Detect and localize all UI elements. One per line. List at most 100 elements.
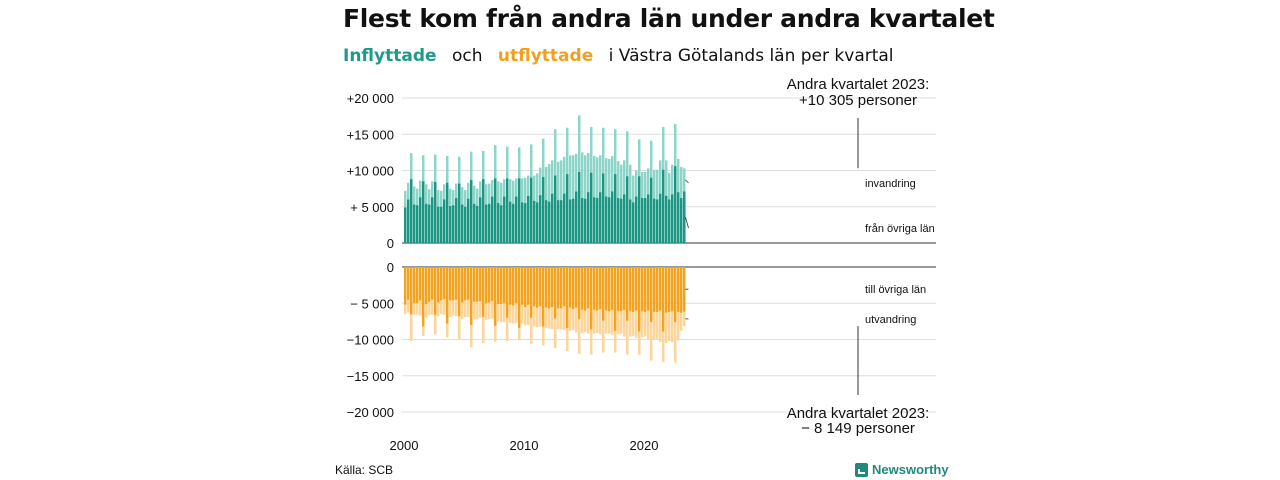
chart-title: Flest kom från andra län under andra kva… [343, 4, 995, 33]
bar-till-ovriga-lan [488, 267, 491, 303]
bar-fran-ovriga-lan [482, 179, 485, 243]
bar-till-ovriga-lan [506, 267, 509, 318]
bar-till-ovriga-lan [443, 267, 446, 299]
brand-logo: Newsworthy [855, 462, 949, 477]
bar-invandring [569, 155, 572, 243]
bar-fran-ovriga-lan [479, 197, 482, 243]
bar-fran-ovriga-lan [545, 200, 548, 243]
x-tick-label: 2010 [510, 438, 539, 453]
source-note: Källa: SCB [335, 463, 394, 477]
bar-till-ovriga-lan [608, 267, 611, 312]
bar-fran-ovriga-lan [542, 177, 545, 243]
bar-till-ovriga-lan [683, 267, 686, 312]
bar-till-ovriga-lan [413, 267, 416, 304]
chart-icon [855, 462, 868, 477]
bar-fran-ovriga-lan [572, 198, 575, 243]
bar-fran-ovriga-lan [665, 195, 668, 243]
bar-fran-ovriga-lan [521, 202, 524, 243]
bar-fran-ovriga-lan [410, 179, 413, 243]
bar-fran-ovriga-lan [506, 178, 509, 243]
bar-fran-ovriga-lan [497, 203, 500, 243]
bar-fran-ovriga-lan [533, 200, 536, 243]
series-label-utvandring: utvandring [865, 314, 916, 326]
x-tick-label: 2020 [630, 438, 659, 453]
bar-fran-ovriga-lan [557, 200, 560, 243]
bar-fran-ovriga-lan [563, 193, 566, 243]
bar-fran-ovriga-lan [608, 197, 611, 243]
bar-fran-ovriga-lan [605, 196, 608, 243]
bar-till-ovriga-lan [437, 267, 440, 303]
bar-till-ovriga-lan [560, 267, 563, 309]
bar-till-ovriga-lan [545, 267, 548, 308]
bar-till-ovriga-lan [674, 267, 677, 323]
y-tick-label: −10 000 [347, 333, 394, 348]
bar-till-ovriga-lan [548, 267, 551, 309]
bar-till-ovriga-lan [515, 267, 518, 304]
bar-fran-ovriga-lan [623, 194, 626, 243]
bar-till-ovriga-lan [650, 267, 653, 323]
bar-till-ovriga-lan [602, 267, 605, 321]
bar-till-ovriga-lan [605, 267, 608, 311]
bar-till-ovriga-lan [581, 267, 584, 310]
bar-fran-ovriga-lan [596, 198, 599, 243]
bar-till-ovriga-lan [551, 267, 554, 307]
bar-till-ovriga-lan [407, 267, 410, 300]
bar-fran-ovriga-lan [416, 205, 419, 243]
bar-fran-ovriga-lan [680, 198, 683, 243]
bar-till-ovriga-lan [671, 267, 674, 312]
bar-till-ovriga-lan [638, 267, 641, 332]
bar-till-ovriga-lan [659, 267, 662, 311]
bar-till-ovriga-lan [476, 267, 479, 302]
bar-fran-ovriga-lan [530, 177, 533, 243]
bar-till-ovriga-lan [611, 267, 614, 310]
bar-till-ovriga-lan [461, 267, 464, 303]
bar-fran-ovriga-lan [650, 177, 653, 243]
bar-fran-ovriga-lan [443, 199, 446, 243]
bar-till-ovriga-lan [482, 267, 485, 318]
subtitle-rest: i Västra Götalands län per kvartal [608, 46, 894, 66]
bar-fran-ovriga-lan [515, 196, 518, 243]
bar-till-ovriga-lan [458, 267, 461, 317]
bar-invandring [581, 152, 584, 243]
bar-till-ovriga-lan [644, 267, 647, 312]
bar-till-ovriga-lan [614, 267, 617, 331]
bar-fran-ovriga-lan [503, 196, 506, 243]
bar-fran-ovriga-lan [683, 191, 686, 243]
series-label-fran-ovriga-lan-leader [685, 217, 689, 229]
bar-till-ovriga-lan [677, 267, 680, 312]
bar-till-ovriga-lan [635, 267, 638, 311]
series-label-invandring: invandring [865, 178, 916, 190]
bar-fran-ovriga-lan [437, 206, 440, 243]
bar-fran-ovriga-lan [419, 197, 422, 243]
bar-till-ovriga-lan [620, 267, 623, 312]
y-tick-label: 0 [387, 260, 394, 275]
bar-fran-ovriga-lan [641, 198, 644, 243]
bar-fran-ovriga-lan [539, 195, 542, 243]
bar-fran-ovriga-lan [611, 191, 614, 243]
series-label-invandring-leader [685, 179, 689, 184]
bar-till-ovriga-lan [467, 267, 470, 300]
bar-till-ovriga-lan [584, 267, 587, 311]
bar-fran-ovriga-lan [440, 206, 443, 243]
bar-fran-ovriga-lan [668, 199, 671, 243]
bar-fran-ovriga-lan [449, 206, 452, 243]
bar-fran-ovriga-lan [509, 201, 512, 243]
bar-till-ovriga-lan [656, 267, 659, 312]
bar-till-ovriga-lan [428, 267, 431, 302]
bar-till-ovriga-lan [593, 267, 596, 310]
bar-fran-ovriga-lan [554, 175, 557, 243]
bar-till-ovriga-lan [455, 267, 458, 300]
bar-fran-ovriga-lan [524, 203, 527, 243]
bar-till-ovriga-lan [647, 267, 650, 311]
bar-till-ovriga-lan [512, 267, 515, 306]
bar-fran-ovriga-lan [494, 178, 497, 243]
bar-fran-ovriga-lan [551, 193, 554, 243]
bar-fran-ovriga-lan [467, 198, 470, 243]
bar-fran-ovriga-lan [671, 194, 674, 243]
bar-till-ovriga-lan [416, 267, 419, 304]
bar-till-ovriga-lan [521, 267, 524, 305]
bar-fran-ovriga-lan [518, 178, 521, 243]
bar-till-ovriga-lan [680, 267, 683, 313]
legend-outflow: utflyttade [497, 46, 594, 66]
bar-till-ovriga-lan [632, 267, 635, 312]
